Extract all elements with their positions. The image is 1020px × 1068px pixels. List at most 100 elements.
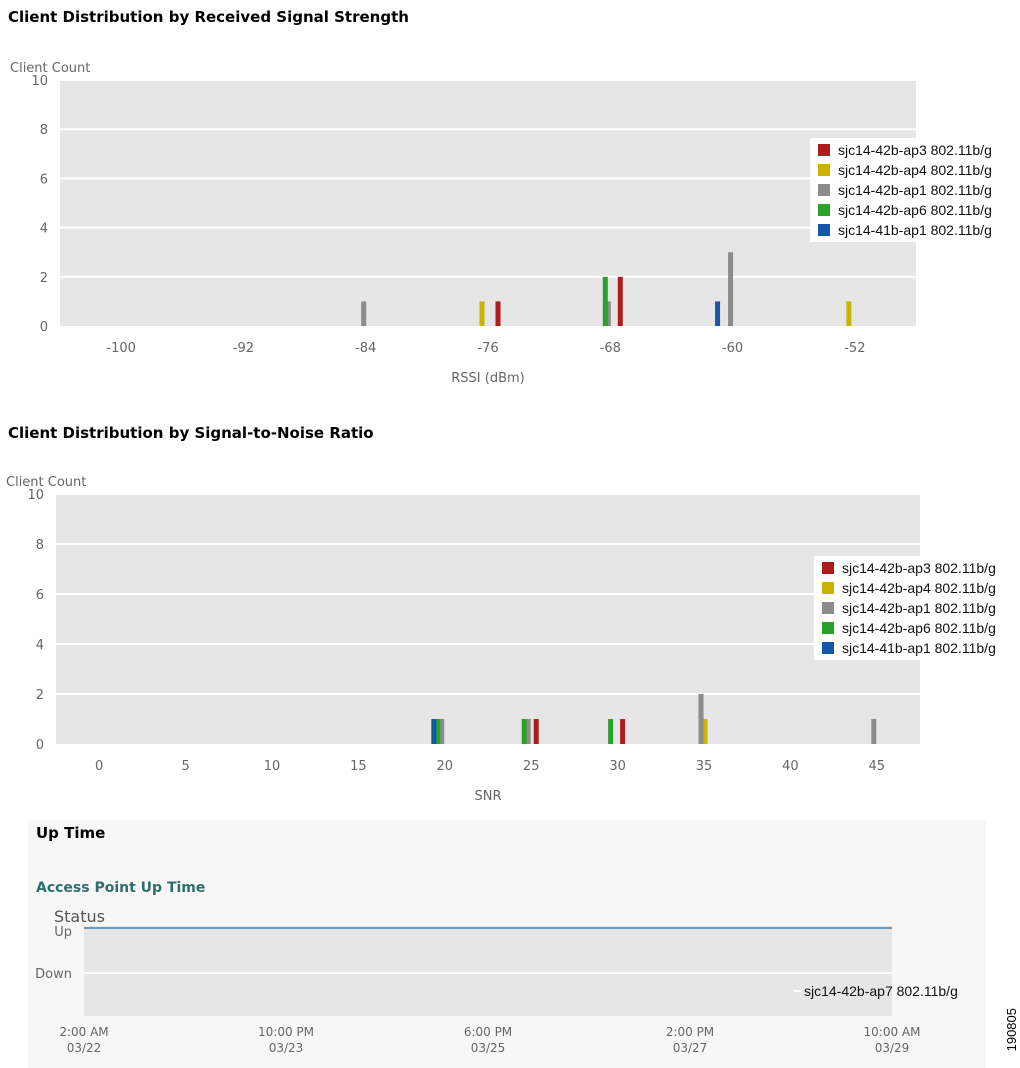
- rssi-section-title: Client Distribution by Received Signal S…: [8, 8, 409, 26]
- x-tick-label: -92: [233, 341, 254, 356]
- bar: [431, 719, 437, 744]
- y-axis-label: Client Count: [6, 475, 86, 490]
- bar: [728, 252, 734, 326]
- legend-swatch: [818, 164, 830, 176]
- x-tick-label: -84: [355, 341, 376, 356]
- legend-item: sjc14-42b-ap3 802.11b/g: [818, 140, 1018, 160]
- bar: [617, 276, 623, 326]
- x-tick-date: 03/22: [67, 1041, 102, 1055]
- legend-item: sjc14-42b-ap4 802.11b/g: [822, 578, 1018, 598]
- legend-swatch: [822, 642, 834, 654]
- x-tick-label: -52: [844, 341, 865, 356]
- legend-swatch: [818, 184, 830, 196]
- legend-swatch: [822, 562, 834, 574]
- legend-label: sjc14-42b-ap4 802.11b/g: [842, 580, 996, 596]
- rssi-legend: sjc14-42b-ap3 802.11b/g sjc14-42b-ap4 802…: [810, 138, 1018, 242]
- legend-swatch: [822, 602, 834, 614]
- plot-area: [60, 80, 916, 326]
- legend-label: sjc14-42b-ap3 802.11b/g: [838, 142, 992, 158]
- x-tick-label: 0: [95, 759, 103, 774]
- y-tick-label: Down: [35, 967, 72, 982]
- legend-label: sjc14-42b-ap3 802.11b/g: [842, 560, 996, 576]
- bar: [605, 301, 611, 326]
- legend-swatch: [818, 224, 830, 236]
- y-axis-label: Status: [54, 907, 105, 926]
- legend-swatch: [822, 622, 834, 634]
- x-tick-label: 40: [782, 759, 799, 774]
- bar: [871, 719, 877, 744]
- x-axis-label: SNR: [474, 789, 501, 804]
- x-tick-label: 20: [437, 759, 454, 774]
- bar: [702, 719, 708, 744]
- legend-item: sjc14-42b-ap4 802.11b/g: [818, 160, 1018, 180]
- y-tick-label: 10: [27, 488, 44, 503]
- bar: [620, 719, 626, 744]
- legend-swatch: [794, 990, 802, 992]
- y-tick-label: 10: [31, 74, 48, 89]
- legend-label: sjc14-42b-ap4 802.11b/g: [838, 162, 992, 178]
- x-tick-label: 6:00 PM: [464, 1025, 512, 1039]
- bar: [521, 719, 527, 744]
- y-tick-label: 2: [40, 271, 48, 286]
- bar: [608, 719, 614, 744]
- x-tick-date: 03/23: [269, 1041, 304, 1055]
- y-tick-label: 0: [36, 738, 44, 753]
- bar: [495, 301, 501, 326]
- legend-label: sjc14-42b-ap6 802.11b/g: [842, 620, 996, 636]
- legend-item: sjc14-42b-ap6 802.11b/g: [822, 618, 1018, 638]
- uptime-section-title: Up Time: [36, 824, 106, 842]
- y-tick-label: 8: [36, 538, 44, 553]
- x-tick-date: 03/27: [673, 1041, 708, 1055]
- legend-item: sjc14-42b-ap6 802.11b/g: [818, 200, 1018, 220]
- plot-area: [84, 926, 892, 1016]
- y-tick-label: 2: [36, 688, 44, 703]
- legend-item: sjc14-42b-ap1 802.11b/g: [822, 598, 1018, 618]
- x-axis-label: RSSI (dBm): [451, 371, 524, 386]
- x-tick-label: 10:00 PM: [258, 1025, 314, 1039]
- legend-swatch: [818, 144, 830, 156]
- x-tick-label: -60: [722, 341, 743, 356]
- x-tick-date: 03/25: [471, 1041, 506, 1055]
- plot-area: [56, 494, 920, 744]
- x-tick-label: 2:00 PM: [666, 1025, 714, 1039]
- x-tick-label: -68: [600, 341, 621, 356]
- snr-legend: sjc14-42b-ap3 802.11b/g sjc14-42b-ap4 802…: [814, 556, 1018, 660]
- bar: [602, 276, 608, 326]
- x-tick-label: 45: [869, 759, 886, 774]
- bar: [361, 301, 367, 326]
- legend-item: sjc14-41b-ap1 802.11b/g: [818, 220, 1018, 240]
- x-tick-date: 03/29: [875, 1041, 910, 1055]
- legend-label: sjc14-42b-ap1 802.11b/g: [842, 600, 996, 616]
- y-axis-label: Client Count: [10, 61, 90, 76]
- y-tick-label: 6: [40, 172, 48, 187]
- figure-id: 190805: [1004, 1008, 1019, 1052]
- legend-item: sjc14-42b-ap1 802.11b/g: [818, 180, 1018, 200]
- x-tick-label: 25: [523, 759, 540, 774]
- y-tick-label: 0: [40, 320, 48, 335]
- y-tick-label: 4: [40, 222, 48, 237]
- x-tick-label: 10:00 AM: [864, 1025, 921, 1039]
- x-tick-label: 2:00 AM: [59, 1025, 108, 1039]
- x-tick-label: 30: [609, 759, 626, 774]
- snr-section-title: Client Distribution by Signal-to-Noise R…: [8, 424, 374, 442]
- bar: [715, 301, 721, 326]
- y-tick-label: 4: [36, 638, 44, 653]
- bar: [439, 719, 445, 744]
- x-tick-label: -76: [477, 341, 498, 356]
- x-tick-label: 15: [350, 759, 367, 774]
- bar: [533, 719, 539, 744]
- uptime-chart: Status Down Up 2:00 AM 03/22 10:00 PM 03/23 6:0…: [35, 907, 958, 1055]
- legend-swatch: [822, 582, 834, 594]
- bar: [479, 301, 485, 326]
- y-tick-label: 8: [40, 123, 48, 138]
- legend-label: sjc14-42b-ap6 802.11b/g: [838, 202, 992, 218]
- bar: [698, 694, 704, 744]
- y-tick-label: Up: [54, 925, 72, 940]
- x-tick-label: -100: [106, 341, 136, 356]
- legend-swatch: [818, 204, 830, 216]
- legend-label: sjc14-42b-ap1 802.11b/g: [838, 182, 992, 198]
- legend-label: sjc14-42b-ap7 802.11b/g: [804, 983, 958, 999]
- bar: [525, 719, 531, 744]
